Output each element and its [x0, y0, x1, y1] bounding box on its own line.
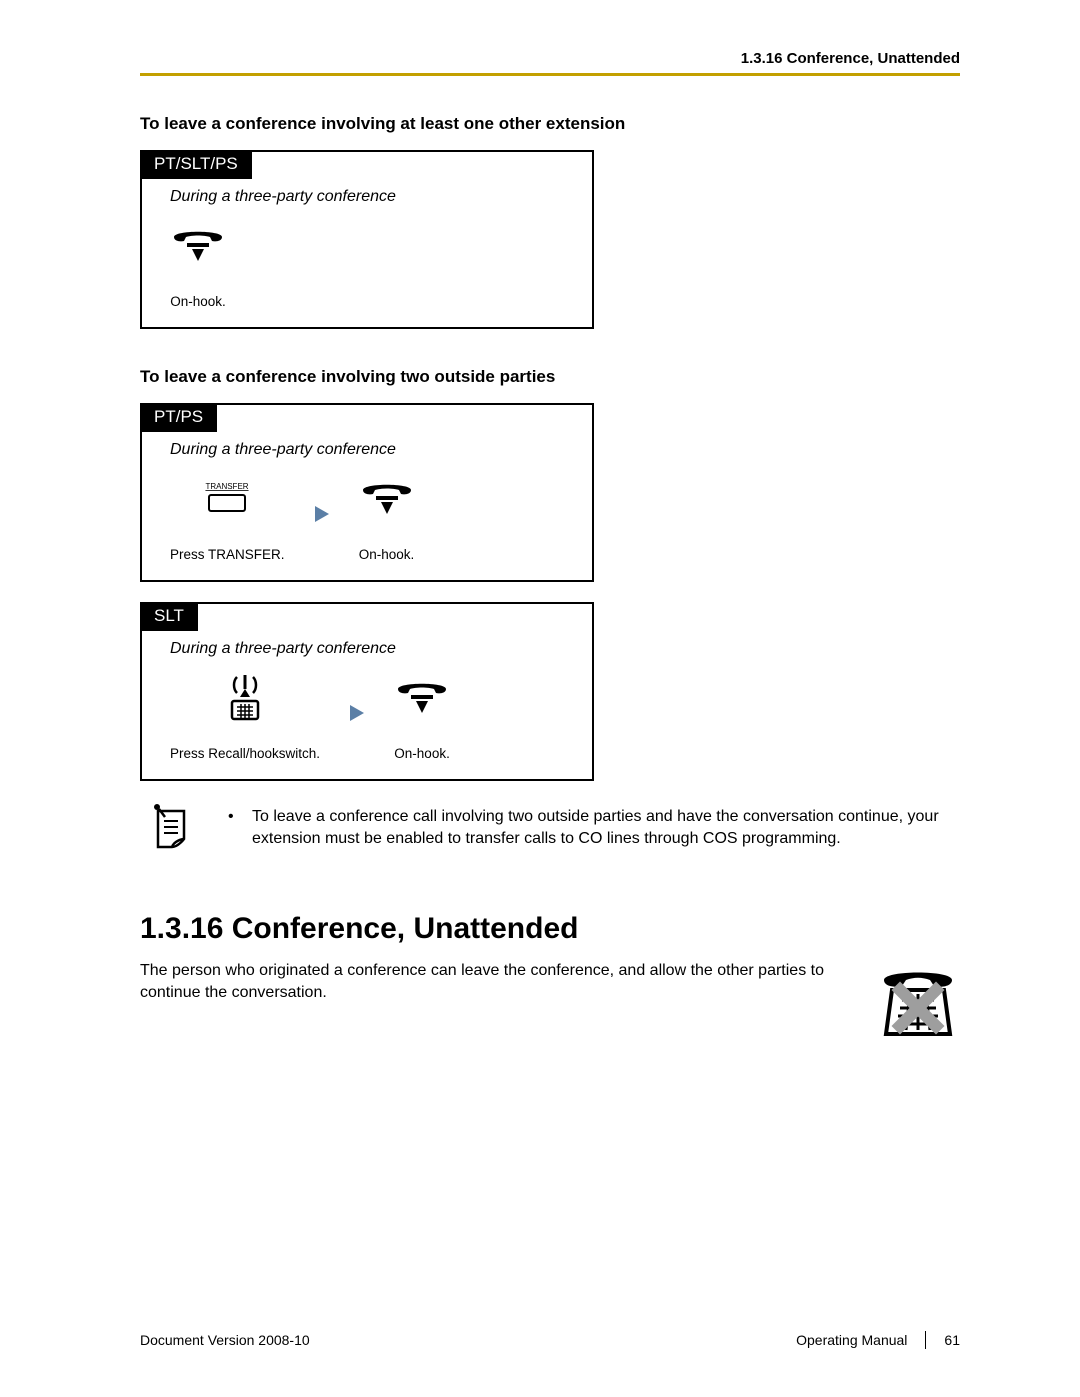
procedure-tag-2b: SLT: [140, 602, 198, 631]
hookswitch-icon: [170, 670, 320, 726]
step-caption: On-hook.: [394, 746, 450, 761]
manual-page: 1.3.16 Conference, Unattended To leave a…: [0, 0, 1080, 1397]
note-content: To leave a conference call involving two…: [252, 806, 960, 849]
context-2b: During a three-party conference: [170, 640, 564, 658]
step-caption: Press TRANSFER.: [170, 547, 285, 562]
procedure-box-1: PT/SLT/PS During a three-party conferenc…: [140, 150, 594, 329]
footer-left: Document Version 2008-10: [140, 1332, 310, 1348]
bullet-icon: •: [228, 806, 240, 849]
context-2a: During a three-party conference: [170, 441, 564, 459]
footer-manual-label: Operating Manual: [796, 1332, 907, 1348]
subheading-2: To leave a conference involving two outs…: [140, 367, 960, 387]
footer-page-number: 61: [944, 1332, 960, 1348]
section-body: The person who originated a conference c…: [140, 960, 862, 1003]
handset-down-icon: [394, 670, 450, 726]
step-transfer: TRANSFER Press TRANSFER.: [170, 471, 285, 562]
note-icon: [140, 803, 200, 856]
procedure-tag-2a: PT/PS: [140, 403, 217, 432]
procedure-box-2a: PT/PS During a three-party conference TR…: [140, 403, 594, 582]
page-footer: Document Version 2008-10 Operating Manua…: [140, 1331, 960, 1349]
arrow-icon: [350, 705, 364, 726]
subheading-1: To leave a conference involving at least…: [140, 114, 960, 134]
section-heading: 1.3.16 Conference, Unattended: [140, 912, 960, 946]
transfer-key-icon: TRANSFER: [170, 471, 285, 527]
handset-down-icon: [170, 218, 226, 274]
step-caption: On-hook.: [359, 547, 415, 562]
step-caption: On-hook.: [170, 294, 226, 309]
note-block: • To leave a conference call involving t…: [140, 803, 960, 856]
context-1: During a three-party conference: [170, 188, 564, 206]
step-onhook: On-hook.: [394, 670, 450, 761]
procedure-box-2b: SLT During a three-party conference: [140, 602, 594, 781]
step-onhook: On-hook.: [359, 471, 415, 562]
header-rule: [140, 73, 960, 76]
header-breadcrumb: 1.3.16 Conference, Unattended: [140, 50, 960, 67]
arrow-icon: [315, 506, 329, 527]
handset-down-icon: [359, 471, 415, 527]
footer-separator: [925, 1331, 926, 1349]
phone-exit-icon: [876, 960, 960, 1049]
step-caption: Press Recall/hookswitch.: [170, 746, 320, 761]
note-text: • To leave a conference call involving t…: [228, 803, 960, 849]
procedure-tag-1: PT/SLT/PS: [140, 150, 252, 179]
step-onhook: On-hook.: [170, 218, 226, 309]
step-hookswitch: Press Recall/hookswitch.: [170, 670, 320, 761]
svg-text:TRANSFER: TRANSFER: [206, 482, 249, 491]
